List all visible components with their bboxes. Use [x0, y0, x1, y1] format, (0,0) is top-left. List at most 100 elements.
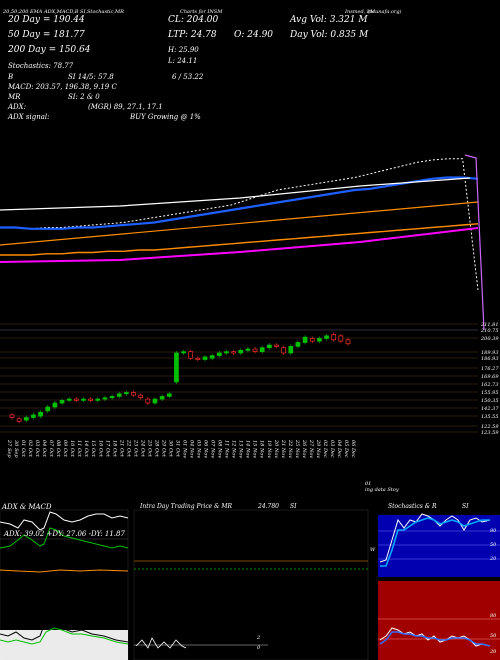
stoch-title: Stochastics & R — [388, 503, 437, 510]
candle-body — [274, 344, 279, 347]
stoch-tick-20: 20 — [490, 556, 497, 562]
stoch-tick-80: 80 — [490, 528, 497, 534]
price-y-tick: 162.73 — [481, 382, 499, 388]
close-label: CL: 204.00 — [168, 15, 219, 25]
intraday-mr-series — [135, 637, 187, 649]
stoch-tick-50: 50 — [490, 542, 497, 548]
candle-body — [309, 338, 315, 342]
date-x-label: 30 Oct — [167, 440, 173, 458]
stochastics-panel — [378, 513, 500, 660]
candle-body — [202, 356, 208, 360]
candle-body — [45, 406, 51, 412]
price-y-tick: 200.39 — [480, 336, 499, 342]
candle-body — [295, 342, 301, 347]
date-x-label: 03 Dec — [329, 440, 335, 458]
candle-body — [345, 339, 351, 345]
candle-body — [38, 411, 43, 417]
candle-body — [267, 344, 272, 349]
buy-signal-label: BUY Growing @ 1% — [130, 113, 201, 121]
b-label: B — [8, 73, 14, 81]
price-y-tick: 135.55 — [481, 414, 499, 420]
ema-series-0 — [0, 158, 479, 291]
candle-body — [16, 418, 22, 422]
date-x-label: 20 Nov — [273, 439, 279, 458]
stochastics-label: Stochastics: 78.77 — [8, 62, 74, 70]
macd-label: MACD: 203.57, 196.38, 9.19 C — [8, 83, 117, 91]
candle-body — [195, 357, 201, 360]
adx-line-orange — [0, 569, 129, 573]
date-x-label: 22 Nov — [287, 439, 293, 458]
price-y-tick: 186.93 — [481, 356, 499, 362]
date-x-label: 16 Oct — [97, 440, 103, 458]
price-y-tick: 189.93 — [481, 350, 499, 356]
date-x-label: 21 Nov — [280, 439, 286, 458]
price-y-tick: 176.27 — [481, 366, 499, 372]
adx-line-white — [0, 511, 129, 531]
candle-body — [66, 398, 72, 401]
date-x-label: 08 Oct — [55, 440, 61, 458]
avg-vol-label: Avg Vol: 3.321 M — [290, 15, 368, 25]
company-name: Insmed, Inc. — [345, 9, 377, 15]
price-y-tick: 210.75 — [480, 328, 499, 334]
macd-line — [0, 619, 129, 643]
date-x-label: 04 Oct — [41, 440, 47, 458]
date-x-label: 15 Oct — [90, 440, 96, 458]
date-x-label: 22 Oct — [125, 439, 131, 458]
candle-body — [174, 352, 179, 383]
intraday-tick-0: 0 — [257, 645, 261, 651]
low-label: L: 24.11 — [168, 57, 198, 65]
macd-hist-fill — [0, 630, 128, 660]
ema-series-white — [0, 177, 471, 211]
date-x-label: 13 Nov — [238, 440, 244, 458]
candle-body — [302, 336, 308, 343]
candle-body — [281, 347, 287, 354]
ltp-label: LTP: 24.78 — [168, 30, 217, 40]
candle-body — [31, 414, 36, 418]
adx-mgr-label: (MGR) 89, 27.1, 17.1 — [88, 103, 163, 111]
price-y-tick: 211.81 — [480, 322, 499, 328]
candle-body — [252, 348, 258, 353]
date-x-label: 10 Oct — [69, 440, 75, 458]
price-grid — [0, 323, 478, 433]
candle-body — [317, 338, 322, 342]
si-panel-bg — [378, 581, 500, 660]
date-x-label: 06 Nov — [203, 440, 209, 458]
si-tick-80: 80 — [490, 613, 497, 619]
candle-body — [324, 335, 329, 339]
date-x-label: 29 Oct — [160, 439, 166, 458]
candle-body — [188, 351, 194, 359]
day-vol-label: Day Vol: 0.835 M — [290, 30, 369, 40]
date-x-label: 09 Oct — [62, 440, 68, 458]
ema-series-orange-2 — [0, 201, 479, 246]
price-y-tick: 142.37 — [481, 406, 499, 412]
candle-body — [73, 398, 79, 401]
adx-signal-label: ADX signal: — [8, 113, 50, 121]
date-x-label: 05 Dec — [343, 440, 349, 458]
intraday-tick-2: 2 — [257, 635, 261, 641]
price-y-tick: 122.59 — [481, 424, 499, 430]
candle-body — [109, 396, 115, 399]
adx-panel-title: ADX & MACD — [2, 503, 52, 511]
legend-title: Charts for INSM — [180, 9, 223, 15]
candle-body — [81, 398, 86, 401]
date-x-label: 27 Sep — [6, 439, 12, 458]
date-x-label: 01 Oct — [20, 440, 26, 458]
price-y-tick: 150.35 — [481, 398, 499, 404]
date-x-label: 30 Sep — [13, 440, 19, 458]
date-x-label: 24 Oct — [139, 439, 145, 458]
candle-body — [59, 400, 65, 404]
macd-histogram — [0, 630, 128, 660]
date-x-label: 26 Nov — [301, 439, 307, 458]
candle-body — [152, 398, 158, 404]
candles — [9, 332, 351, 424]
legend-line: 20,50,200 EMA ADX,MACD,B SI,Stochastic,M… — [3, 9, 124, 15]
candle-body — [238, 349, 244, 354]
si-d-line — [379, 631, 491, 647]
date-x-label: 07 Nov — [210, 440, 216, 458]
date-x-label: 08 Nov — [217, 440, 223, 458]
date-x-label: 25 Nov — [294, 439, 300, 458]
x-note-top: 01 — [365, 481, 372, 487]
date-x-label: 06 Dec — [350, 440, 356, 458]
date-x-label: 14 Oct — [83, 440, 89, 458]
